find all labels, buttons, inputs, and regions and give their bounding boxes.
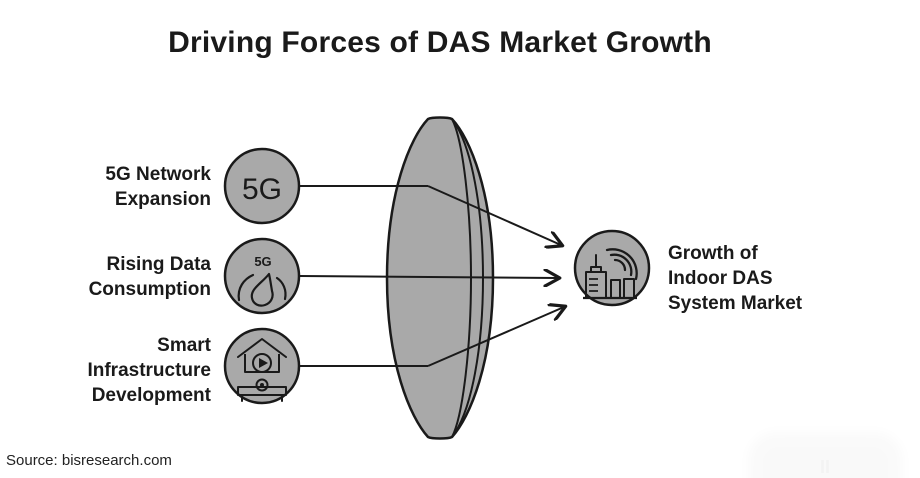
svg-text:5G: 5G [254, 254, 271, 269]
svg-text:5G: 5G [242, 173, 282, 206]
